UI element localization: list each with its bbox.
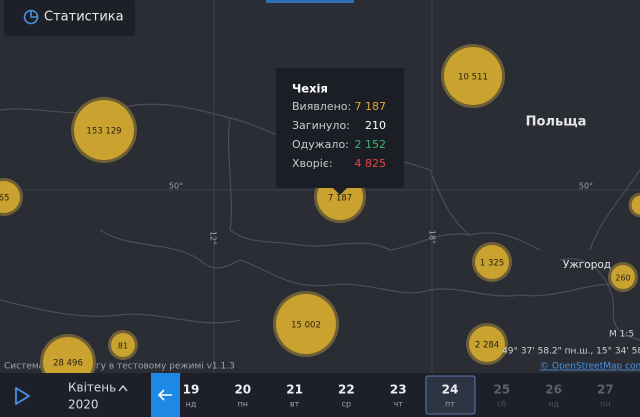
cluster-count: 2 284 [475,341,499,351]
map-label: 50° [169,182,183,191]
tooltip-value: 2 152 [355,138,387,151]
day[interactable]: 20 пн [234,383,251,409]
cluster-circle [628,192,640,218]
cluster-circle [444,47,502,105]
map-labels: Польща Ужгород 50° 50° 12° 18° [169,115,611,272]
map-label: 18° [428,230,437,244]
play-icon [15,387,30,405]
back-icon [157,389,172,401]
cluster[interactable]: 153 129 [71,97,137,163]
back-button[interactable] [151,373,180,417]
borders [0,103,640,341]
timeline-bg [0,373,640,417]
cluster-count: 65 [0,194,9,204]
cluster-count: 81 [118,342,128,351]
cluster-count: 28 496 [53,359,83,369]
weekday: чт [394,400,404,409]
chevron-up [118,384,128,392]
cluster-circle [475,245,509,279]
map-label: Ужгород [563,259,611,271]
timeline: Квітень 2020 19 нд 20 пн 21 вт 22 ср 23 чт 24 пт 25 с… [0,373,640,417]
cluster[interactable]: 15 002 [273,291,339,357]
day[interactable]: 27 пн [597,383,614,409]
weekday: нд [186,400,197,409]
month: Квітень [68,381,116,395]
stats-button-bg [4,0,135,36]
month-selector[interactable]: Квітень 2020 [68,381,128,412]
day-number: 21 [286,383,303,397]
cluster[interactable]: 81 [108,330,138,360]
day-number: 23 [390,383,407,397]
day[interactable]: 24 пт [442,383,459,409]
selected-day-box [425,375,476,415]
tooltip-title: Чехія [292,82,328,96]
cluster-circle [74,100,134,160]
day-number: 25 [493,383,510,397]
weekday: вт [290,400,300,409]
day[interactable]: 25 сб [493,383,510,409]
cluster[interactable]: 2 284 [466,323,508,365]
day-number: 27 [597,383,614,397]
year: 2020 [68,398,99,412]
cluster[interactable]: 10 511 [441,44,505,108]
tooltip-bg [276,68,404,188]
cluster-circle [611,265,635,289]
days: 19 нд 20 пн 21 вт 22 ср 23 чт 24 пт 25 сб 26 нд 27 пн [183,383,614,409]
map-label: Польща [526,115,587,130]
top-tab-indicator [266,0,354,3]
tooltip-pointer [333,188,347,195]
map-scale: M 1:5 [609,330,634,340]
map-label: 50° [579,182,593,191]
map-label: 12° [209,231,218,245]
day-number: 22 [338,383,355,397]
day[interactable]: 21 вт [286,383,303,409]
tooltip-value: 7 187 [355,100,387,113]
weekday: пт [445,400,455,409]
day-number: 19 [183,383,200,397]
tooltip: Чехія Виявлено: 7 187 Загинуло: 210 Одужало:… [276,68,404,195]
tooltip-value: 4 825 [355,157,387,170]
cluster-count: 1 325 [480,259,504,269]
tooltip-value: 210 [365,119,386,132]
day[interactable]: 19 нд [183,383,200,409]
day-number: 24 [442,383,459,397]
osm-attribution[interactable]: © OpenStreetMap cont [540,362,640,372]
play-button-bg [0,373,44,417]
cluster-count: 153 129 [86,127,121,137]
coordinates: 49° 37' 58.2" пн.ш., 15° 34' 58" [502,347,640,357]
day-number: 26 [545,383,562,397]
day[interactable]: 26 нд [545,383,562,409]
cluster-count: 15 002 [291,321,321,331]
weekday: пн [238,400,248,409]
cluster-count: 7 187 [328,194,352,204]
cluster-count: 10 511 [458,73,488,83]
cluster-count: 260 [615,274,630,283]
weekday: ср [342,400,351,409]
version-text: Система моніторингу в тестовому режимі v… [4,362,235,372]
day[interactable]: 22 ср [338,383,355,409]
weekday: сб [497,400,506,409]
tooltip-label: Хворіє: [292,157,333,170]
weekday: нд [548,400,559,409]
tooltip-label: Одужало: [292,138,349,151]
day[interactable]: 23 чт [390,383,407,409]
tooltip-label: Загинуло: [292,119,350,132]
day-number: 20 [234,383,251,397]
tooltip-label: Виявлено: [292,100,351,113]
stats-icon [30,10,38,18]
tooltip-rows: Виявлено: 7 187 Загинуло: 210 Одужало: 2 152 Х… [292,100,386,170]
cluster[interactable]: 1 325 [472,242,512,282]
cluster-circle [469,326,505,362]
weekday: пн [600,400,610,409]
cluster[interactable]: 260 [608,262,638,292]
cluster[interactable]: 65 [0,178,23,216]
stats-button[interactable]: Статистика [4,0,135,36]
cluster-circle [111,333,135,357]
play-button[interactable] [0,373,44,417]
cluster-circle [0,181,20,213]
stats-button-label: Статистика [44,10,124,25]
cluster-circle [276,294,336,354]
